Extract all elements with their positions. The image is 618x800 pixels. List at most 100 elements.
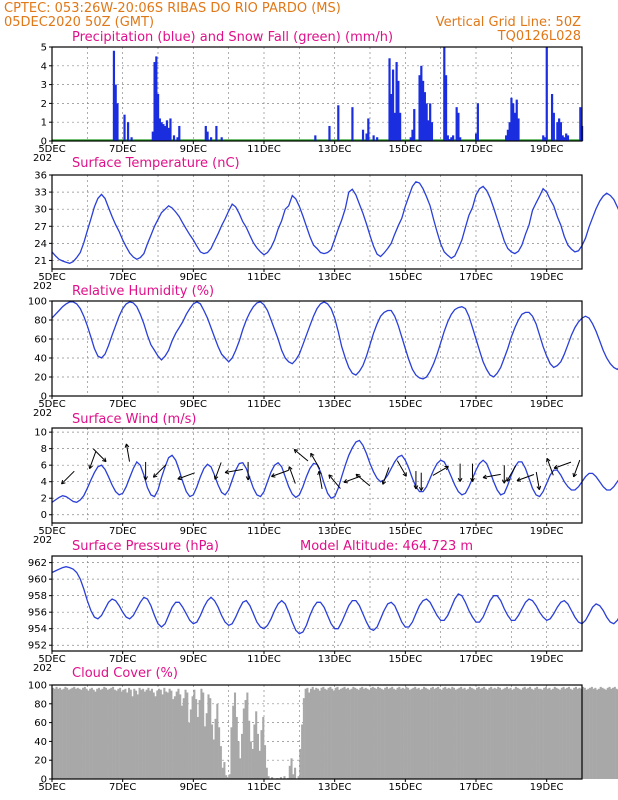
humidity-series-line — [51, 301, 618, 380]
cloud-bar — [172, 699, 175, 779]
cloud-bar — [110, 687, 113, 779]
precip-bar — [162, 124, 165, 141]
cloud-bar — [304, 688, 307, 779]
cloud-bar — [212, 739, 215, 779]
x-date-label: 17DEC — [459, 272, 493, 283]
wind-arrow — [501, 465, 507, 484]
y-tick-label: 6 — [41, 461, 47, 472]
x-date-label: 19DEC — [530, 272, 564, 283]
pressure-panel: Surface Pressure (hPa) Model Altitude: 46… — [28, 539, 618, 674]
y-tick-label: 30 — [34, 205, 47, 216]
cloud-bar — [82, 687, 85, 779]
wind-arrow — [152, 464, 167, 478]
cloud-bar — [331, 688, 334, 779]
cloud-bar — [188, 722, 191, 779]
precip-bar — [172, 135, 176, 141]
humidity-panel: Relative Humidity (%) 0 20 40 60 80 100 5DEC 7DE… — [28, 284, 618, 419]
temperature-panel: Surface Temperature (nC) 21 24 27 30 33 36 5DEC… — [33, 156, 618, 292]
cloud-bar — [143, 691, 146, 779]
cloud-bar — [408, 689, 411, 779]
x-date-label: 7DEC — [109, 782, 136, 793]
cloud-bar — [497, 686, 500, 779]
cloud-bar — [442, 687, 445, 779]
x-date-label: 11DEC — [247, 782, 281, 793]
cloud-bar — [615, 688, 618, 779]
cloud-bar — [426, 688, 429, 779]
cloud-bar — [338, 689, 341, 779]
wind-arrow — [213, 462, 222, 480]
cloud-bar — [431, 686, 434, 779]
cloud-bar — [294, 767, 297, 779]
cloud-bar — [423, 686, 426, 779]
precip-bar — [204, 125, 207, 141]
x-date-label: 13DEC — [318, 782, 352, 793]
cloud-bar — [180, 705, 184, 779]
wind-arrow — [328, 474, 341, 489]
cloud-bar — [486, 689, 489, 779]
cloud-bar — [412, 687, 415, 779]
cloud-bar — [80, 689, 83, 779]
cloud-bar — [214, 718, 217, 779]
x-date-label: 7DEC — [109, 399, 136, 410]
cloud-bar — [198, 700, 201, 779]
precip-bar — [337, 105, 340, 141]
cloud-bar — [348, 689, 351, 779]
precip-bar — [508, 122, 511, 141]
cloud-bar — [260, 730, 263, 779]
model-id: TQ0126L028 — [497, 29, 581, 44]
precip-bar — [513, 112, 517, 141]
precip-bar — [510, 97, 513, 141]
wind-frame — [51, 427, 583, 524]
precip-bar — [390, 94, 393, 141]
y-tick-label: 5 — [41, 43, 47, 54]
x-date-label: 19DEC — [530, 399, 564, 410]
cloud-bar — [173, 696, 176, 779]
x-date-label: 11DEC — [247, 526, 281, 537]
precip-bar — [160, 122, 163, 141]
cloud-bar — [163, 687, 166, 779]
cloud-bar — [311, 686, 314, 779]
x-date-label: 17DEC — [459, 782, 493, 793]
x-date-label: 15DEC — [388, 654, 422, 665]
x-date-label: 7DEC — [109, 144, 136, 155]
cloud-bar — [55, 686, 58, 779]
precip-bar — [210, 137, 213, 141]
x-date-label: 17DEC — [459, 399, 493, 410]
cloud-bar — [498, 687, 502, 779]
cloud-bar — [362, 688, 365, 779]
wind-arrow — [224, 468, 243, 475]
cloud-bar — [76, 687, 79, 779]
cloud-bar — [248, 720, 251, 779]
cloud-bar — [334, 687, 337, 779]
x-date-label: 9DEC — [180, 399, 207, 410]
cloud-bar — [603, 688, 606, 779]
precip-bar — [411, 129, 414, 141]
cloud-bar — [553, 686, 556, 779]
cloud-bar — [520, 689, 523, 779]
cloud-bar — [249, 741, 252, 779]
precip-bar — [155, 56, 158, 141]
cloud-bar — [435, 687, 438, 779]
cloud-bar — [391, 686, 394, 779]
cloud-bar — [124, 688, 127, 779]
cloud-bar — [159, 689, 162, 779]
precip-bar — [413, 109, 416, 141]
cloud-bar — [112, 686, 115, 779]
x-date-label: 9DEC — [180, 526, 207, 537]
wind-arrow — [310, 452, 321, 470]
cloud-bar — [161, 694, 164, 779]
cloud-bar — [382, 689, 385, 779]
cloud-bar — [103, 686, 106, 779]
y-tick-label: 80 — [34, 316, 47, 327]
cloud-bar — [225, 775, 228, 779]
cloud-bar — [209, 698, 212, 779]
precip-bar — [376, 137, 379, 141]
cloud-bar — [504, 687, 507, 779]
cloud-bar — [573, 687, 576, 779]
cloud-bar — [562, 686, 565, 779]
cloud-bar — [57, 688, 60, 779]
cloud-bar — [324, 688, 327, 779]
cloud-bar — [156, 690, 159, 779]
cloud-bar — [454, 689, 457, 779]
cloud-bar — [191, 696, 194, 779]
